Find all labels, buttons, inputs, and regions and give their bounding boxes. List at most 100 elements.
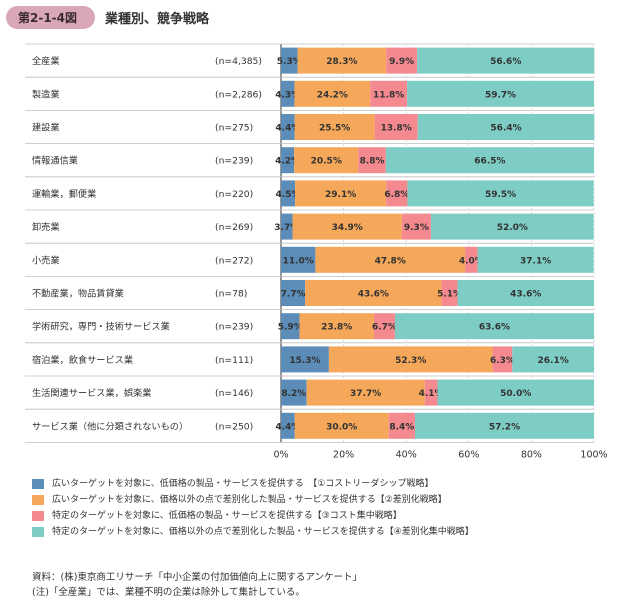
bar-segment	[281, 313, 300, 340]
data-label: 5.1%	[437, 290, 462, 300]
data-label: 11.8%	[373, 90, 404, 100]
data-label: 43.6%	[510, 290, 541, 300]
category-label: 不動産業，物品賃貸業	[32, 288, 124, 300]
sample-size-label: (n=275)	[215, 123, 253, 134]
x-tick-label: 80%	[521, 449, 542, 460]
bar-segment	[281, 412, 295, 439]
legend-item: 特定のターゲットを対象に、低価格の製品・サービスを提供する【③コスト集中戦略】	[32, 508, 474, 524]
x-tick-label: 20%	[333, 449, 354, 460]
bar-segment	[373, 313, 395, 340]
bar-segment	[315, 246, 466, 273]
bar-segment	[441, 280, 458, 306]
data-label: 59.5%	[485, 190, 516, 200]
bar-segment	[401, 213, 431, 240]
data-label: 50.0%	[500, 389, 531, 399]
data-label: 57.2%	[489, 422, 520, 432]
stacked-bar-chart: 0% 20% 40% 60% 80% 100% 全産業 (n=4,385) 5.3% 28.3% 9…	[25, 43, 608, 460]
bar-segment	[281, 80, 295, 107]
bar-segment	[374, 114, 418, 140]
data-label: 4.5%	[276, 190, 301, 200]
data-label: 37.1%	[520, 256, 551, 266]
source-note: 資料：(株)東京商工リサーチ「中小企業の付加価値向上に関するアンケート」	[32, 572, 363, 583]
category-label: 情報通信業	[32, 155, 78, 167]
figure-header: 第2-1-4図 業種別、競争戦略	[6, 4, 209, 30]
bar-segment	[424, 379, 438, 406]
bar-segment	[281, 346, 329, 373]
legend-item: 広いターゲットを対象に、価格以外の点で差別化した製品・サービスを提供する【②差別…	[32, 492, 474, 508]
category-label: 学術研究，専門・技術サービス業	[32, 321, 170, 333]
data-label: 6.3%	[490, 356, 515, 366]
sample-size-label: (n=78)	[215, 289, 247, 300]
bar-segment	[386, 47, 418, 74]
bar-segment	[294, 80, 371, 107]
data-label: 59.7%	[485, 90, 516, 100]
bar-segment	[477, 246, 594, 273]
bar-segment	[358, 147, 386, 174]
bar-segment	[281, 213, 293, 240]
bar-segment	[512, 346, 594, 373]
data-label: 4.1%	[419, 389, 444, 399]
x-tick-label: 100%	[580, 449, 607, 460]
bar-segment	[457, 280, 594, 306]
category-label: サービス業（他に分類されないもの）	[32, 420, 188, 432]
x-tick-label: 60%	[458, 449, 479, 460]
data-label: 4.0%	[459, 256, 484, 266]
data-label: 8.2%	[281, 389, 306, 399]
bar-segment	[388, 412, 415, 439]
data-label: 37.7%	[350, 389, 381, 399]
data-label: 4.2%	[275, 157, 300, 167]
x-tick-label: 40%	[396, 449, 417, 460]
data-label: 13.8%	[381, 124, 412, 134]
bar-segment	[297, 47, 387, 74]
legend-swatch	[32, 479, 44, 489]
legend-swatch	[32, 527, 44, 537]
bar-segment	[281, 280, 306, 306]
sample-size-label: (n=146)	[215, 388, 253, 399]
bar-segment	[306, 379, 425, 406]
bar-segment	[281, 246, 316, 273]
data-label: 56.6%	[490, 57, 521, 67]
bar-segment	[430, 213, 594, 240]
data-label: 11.0%	[283, 256, 314, 266]
data-label: 30.0%	[326, 422, 357, 432]
sample-size-label: (n=111)	[215, 355, 253, 366]
sample-size-label: (n=250)	[215, 421, 253, 432]
bar-segment	[281, 47, 298, 74]
legend-label: 広いターゲットを対象に、価格以外の点で差別化した製品・サービスを提供する【②差別…	[52, 495, 447, 505]
legend-swatch	[32, 495, 44, 505]
legend-item: 特定のターゲットを対象に、価格以外の点で差別化した製品・サービスを提供する【④差…	[32, 524, 474, 540]
bar-segment	[417, 47, 595, 74]
data-label: 52.0%	[497, 223, 528, 233]
sample-size-label: (n=239)	[215, 156, 253, 167]
bar-segment	[394, 313, 594, 340]
category-label: 運輸業，郵便業	[32, 188, 96, 200]
category-label: 製造業	[32, 88, 60, 100]
category-label: 全産業	[32, 55, 60, 67]
data-label: 26.1%	[538, 356, 569, 366]
bar-segment	[437, 379, 594, 406]
data-label: 6.7%	[372, 323, 397, 333]
sample-size-label: (n=2,286)	[215, 89, 262, 100]
sample-size-label: (n=269)	[215, 222, 253, 233]
bar-segment	[386, 180, 408, 207]
data-label: 63.6%	[479, 323, 510, 333]
legend-label: 広いターゲットを対象に、低価格の製品・サービスを提供する 【①コストリーダシップ…	[52, 479, 434, 489]
bar-segment	[281, 180, 296, 207]
legend-item: 広いターゲットを対象に、低価格の製品・サービスを提供する 【①コストリーダシップ…	[32, 476, 474, 492]
data-label: 25.5%	[319, 124, 350, 134]
category-label: 建設業	[32, 122, 60, 134]
bar-segment	[407, 80, 594, 107]
figure-number-badge: 第2-1-4図	[6, 5, 96, 29]
data-label: 7.7%	[281, 290, 306, 300]
sample-size-label: (n=272)	[215, 255, 253, 266]
footnote: (注)「全産業」では、業種不明の企業は除外して集計している。	[32, 587, 305, 598]
bar-segment	[305, 280, 442, 306]
bar-segment	[414, 412, 594, 439]
data-label: 5.3%	[277, 57, 302, 67]
bar-segment	[294, 412, 389, 439]
bar-segment	[299, 313, 374, 340]
category-label: 卸売業	[32, 221, 60, 233]
data-label: 29.1%	[325, 190, 356, 200]
bar-segment	[465, 246, 478, 273]
data-label: 5.9%	[278, 323, 303, 333]
